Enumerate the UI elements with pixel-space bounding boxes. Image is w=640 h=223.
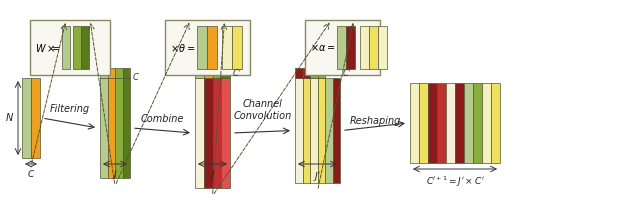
Bar [212,78,221,188]
Bar [212,68,221,78]
Text: J: J [114,170,116,179]
Bar [369,26,378,69]
Bar [310,68,317,78]
Text: $C^{l+1} = J' \times C'$: $C^{l+1} = J' \times C'$ [426,175,484,189]
Bar [317,68,325,78]
Text: $\times\theta=$: $\times\theta=$ [170,41,195,54]
Bar [491,83,500,163]
Bar [108,68,115,78]
Bar [204,68,212,78]
Bar [428,83,437,163]
Text: $\times\alpha=$: $\times\alpha=$ [310,42,335,53]
Bar [333,78,340,183]
Bar [195,78,204,188]
Bar [310,78,317,183]
Text: $C'$: $C'$ [342,67,352,78]
Bar [325,78,333,183]
Text: J: J [211,170,214,179]
Bar [195,68,204,78]
Bar [222,26,232,69]
Bar [73,26,81,69]
Text: $C'$: $C'$ [232,67,242,78]
Bar [295,78,303,183]
Bar [446,83,455,163]
Bar [100,78,108,178]
Bar [346,26,355,69]
Bar [122,78,130,178]
Bar [317,78,325,183]
Bar [115,68,122,78]
Bar [303,68,310,78]
Bar [305,20,380,75]
Bar [360,26,369,69]
Bar [204,78,212,188]
Text: $W\times$: $W\times$ [35,41,56,54]
Bar [207,26,217,69]
Bar [22,78,31,158]
Bar [62,26,70,69]
Bar [337,26,346,69]
Text: Channel
Convolution: Channel Convolution [234,99,292,121]
Bar [410,83,419,163]
Bar [115,78,122,178]
Bar [81,26,89,69]
Bar [31,78,40,158]
Text: C: C [28,170,34,179]
Bar [100,68,108,78]
Bar [165,20,250,75]
Bar [232,26,242,69]
Text: $C$: $C$ [132,71,140,82]
Bar [221,68,230,78]
Bar [221,78,230,188]
Bar [473,83,482,163]
Text: Combine: Combine [141,114,184,124]
Text: Reshaping: Reshaping [349,116,401,126]
Bar [464,83,473,163]
Bar [378,26,387,69]
Bar [295,68,303,78]
Bar [122,68,130,78]
Text: $=$: $=$ [51,43,61,52]
Bar [437,83,446,163]
Bar [30,20,110,75]
Text: N: N [6,113,13,123]
Text: $J'$: $J'$ [313,170,322,183]
Bar [419,83,428,163]
Bar [197,26,207,69]
Bar [482,83,491,163]
Bar [455,83,464,163]
Text: Filtering: Filtering [50,104,90,114]
Bar [303,78,310,183]
Bar [108,78,115,178]
